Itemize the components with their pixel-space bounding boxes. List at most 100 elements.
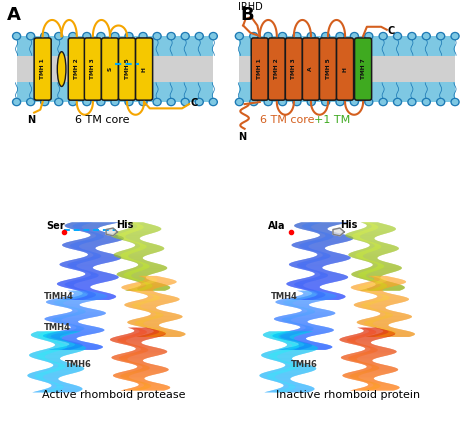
Circle shape <box>452 34 457 39</box>
Circle shape <box>451 99 459 106</box>
Circle shape <box>293 33 301 40</box>
Text: 6 TM core: 6 TM core <box>260 115 314 125</box>
Text: S: S <box>108 67 112 71</box>
Circle shape <box>111 99 119 106</box>
Circle shape <box>84 100 90 105</box>
Circle shape <box>197 34 202 39</box>
Circle shape <box>12 99 21 106</box>
FancyBboxPatch shape <box>136 38 153 100</box>
Text: TMH 5: TMH 5 <box>326 59 330 79</box>
Circle shape <box>294 34 300 39</box>
Circle shape <box>209 99 217 106</box>
Text: +1 TM: +1 TM <box>314 115 350 125</box>
Circle shape <box>181 99 189 106</box>
Circle shape <box>365 33 373 40</box>
Circle shape <box>437 33 445 40</box>
Circle shape <box>323 34 328 39</box>
Circle shape <box>250 33 258 40</box>
Circle shape <box>127 100 132 105</box>
Circle shape <box>352 100 357 105</box>
Text: A: A <box>309 67 313 71</box>
Circle shape <box>408 33 416 40</box>
Circle shape <box>27 33 35 40</box>
Circle shape <box>42 100 47 105</box>
Text: TMH 2: TMH 2 <box>274 59 279 79</box>
FancyBboxPatch shape <box>118 38 136 100</box>
Text: H: H <box>343 67 347 71</box>
Bar <box>239 36 455 102</box>
Circle shape <box>28 34 33 39</box>
Circle shape <box>294 100 300 105</box>
Text: N: N <box>238 132 246 142</box>
Circle shape <box>350 99 358 106</box>
Circle shape <box>452 100 457 105</box>
Text: TMH 3: TMH 3 <box>292 59 296 79</box>
FancyBboxPatch shape <box>285 38 302 100</box>
Text: TiMH4: TiMH4 <box>44 292 73 301</box>
Circle shape <box>70 100 75 105</box>
Circle shape <box>153 33 161 40</box>
Circle shape <box>280 100 285 105</box>
Polygon shape <box>333 228 344 236</box>
Circle shape <box>112 100 118 105</box>
Text: Inactive rhomboid protein: Inactive rhomboid protein <box>276 390 420 400</box>
FancyBboxPatch shape <box>34 38 51 100</box>
Circle shape <box>14 34 19 39</box>
Circle shape <box>127 34 132 39</box>
Circle shape <box>381 34 386 39</box>
Circle shape <box>83 33 91 40</box>
Circle shape <box>393 33 401 40</box>
Circle shape <box>69 33 77 40</box>
Text: TMH 2: TMH 2 <box>74 59 79 79</box>
Circle shape <box>140 34 146 39</box>
Circle shape <box>12 33 21 40</box>
FancyBboxPatch shape <box>337 38 354 100</box>
Text: Ser: Ser <box>46 221 65 231</box>
Circle shape <box>437 99 445 106</box>
Circle shape <box>55 33 63 40</box>
Circle shape <box>195 99 203 106</box>
Circle shape <box>140 100 146 105</box>
Text: A: A <box>7 6 21 24</box>
Circle shape <box>169 100 174 105</box>
Circle shape <box>56 34 61 39</box>
Text: C: C <box>388 26 395 36</box>
Circle shape <box>28 100 33 105</box>
FancyBboxPatch shape <box>68 38 85 100</box>
Circle shape <box>112 34 118 39</box>
Text: H: H <box>142 67 146 71</box>
Circle shape <box>265 34 271 39</box>
Text: Active rhomboid protease: Active rhomboid protease <box>42 390 185 400</box>
Circle shape <box>169 34 174 39</box>
Circle shape <box>237 34 242 39</box>
Text: TMH 5: TMH 5 <box>125 59 129 79</box>
Circle shape <box>321 33 330 40</box>
Circle shape <box>41 33 49 40</box>
Circle shape <box>395 100 400 105</box>
Text: C: C <box>190 98 197 108</box>
Circle shape <box>336 99 344 106</box>
Circle shape <box>424 34 429 39</box>
Circle shape <box>337 100 343 105</box>
Circle shape <box>280 34 285 39</box>
Circle shape <box>309 100 314 105</box>
Text: B: B <box>241 6 255 24</box>
Circle shape <box>210 34 216 39</box>
Circle shape <box>307 99 315 106</box>
FancyBboxPatch shape <box>84 38 101 100</box>
Bar <box>239 36 455 56</box>
Circle shape <box>366 34 372 39</box>
Circle shape <box>352 34 357 39</box>
Text: TMH 7: TMH 7 <box>361 59 365 79</box>
Circle shape <box>195 33 203 40</box>
Text: TMH 1: TMH 1 <box>40 59 45 79</box>
FancyBboxPatch shape <box>101 38 118 100</box>
Circle shape <box>41 99 49 106</box>
Bar <box>17 36 213 102</box>
Circle shape <box>209 33 217 40</box>
Circle shape <box>393 99 401 106</box>
Circle shape <box>167 99 175 106</box>
Circle shape <box>237 100 242 105</box>
Circle shape <box>321 99 330 106</box>
Text: His: His <box>116 220 134 230</box>
